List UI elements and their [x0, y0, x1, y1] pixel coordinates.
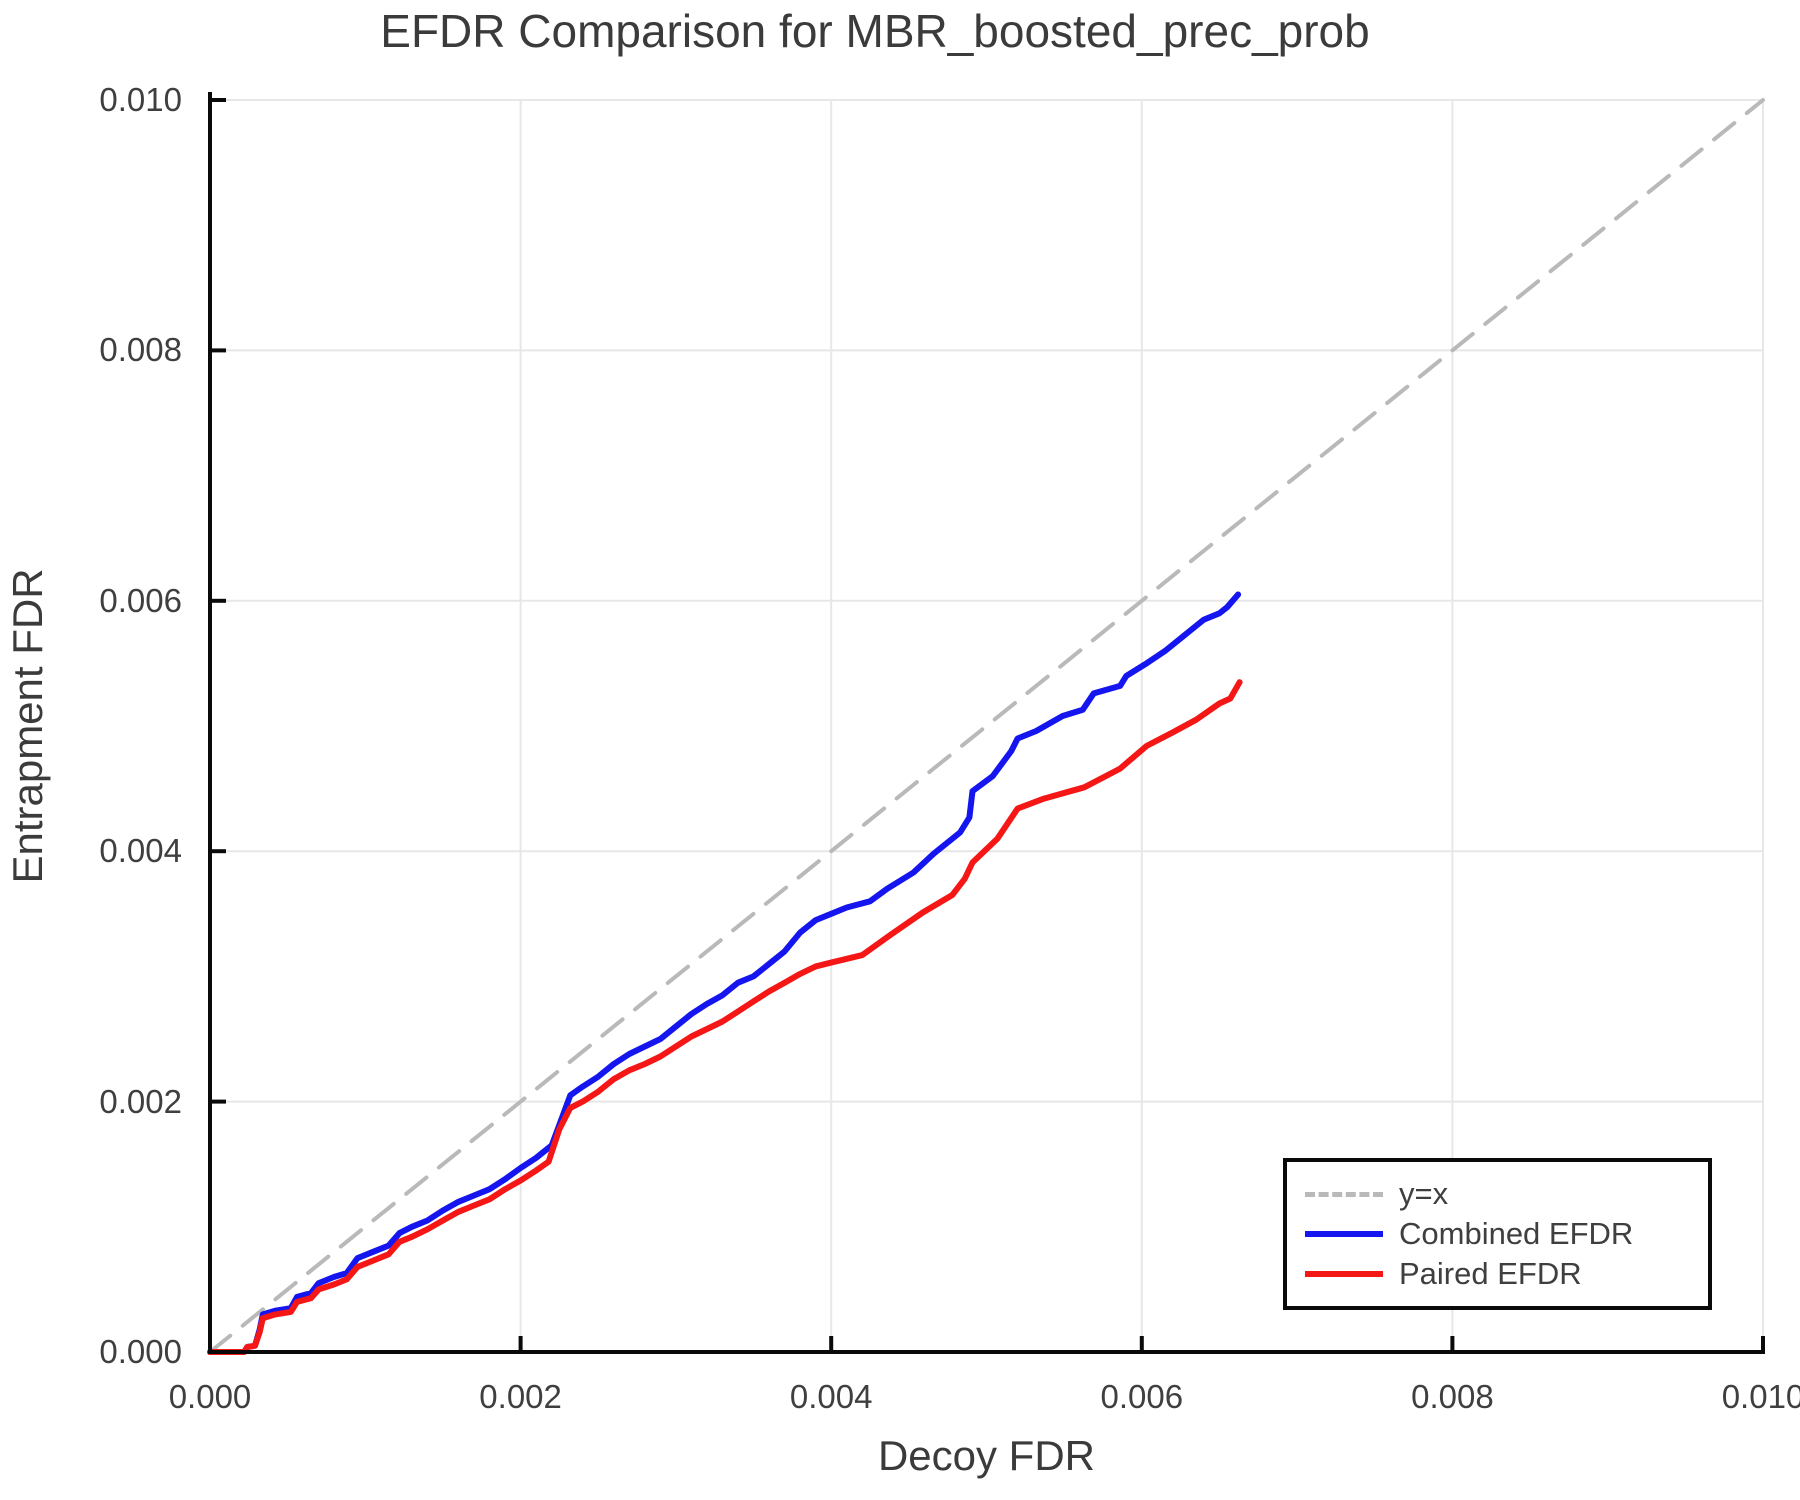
- x-tick-label: 0.008: [1411, 1378, 1494, 1415]
- series-line-paired-efdr: [207, 679, 1243, 1355]
- legend-line-sample: [1305, 1271, 1383, 1277]
- chart-title: EFDR Comparison for MBR_boosted_prec_pro…: [380, 5, 1370, 57]
- series-line-combined-efdr: [207, 591, 1242, 1355]
- legend-label: Paired EFDR: [1399, 1256, 1582, 1291]
- x-axis-label: Decoy FDR: [877, 1432, 1096, 1479]
- x-tick-label: 0.004: [789, 1378, 873, 1415]
- x-tick-label: 0.002: [479, 1378, 562, 1415]
- legend-entry: y=x: [1305, 1174, 1708, 1214]
- y-tick-label: 0.008: [99, 331, 182, 369]
- y-tick-label: 0.000: [99, 1333, 182, 1370]
- series-line-identity: [208, 98, 1765, 1354]
- legend-entry: Paired EFDR: [1305, 1254, 1708, 1294]
- y-tick-label: 0.010: [99, 81, 182, 118]
- legend: y=x Combined EFDR Paired EFDR: [1283, 1158, 1712, 1310]
- x-tick-label: 0.006: [1100, 1378, 1184, 1415]
- x-tick-label: 0.000: [168, 1378, 252, 1415]
- legend-entry: Combined EFDR: [1305, 1214, 1708, 1254]
- y-tick-label: 0.004: [99, 832, 182, 870]
- legend-line-sample: [1305, 1231, 1383, 1237]
- x-tick-label: 0.010: [1721, 1378, 1800, 1415]
- legend-line-sample: [1305, 1191, 1383, 1197]
- legend-label: y=x: [1399, 1176, 1449, 1211]
- y-tick-label: 0.006: [99, 581, 182, 619]
- legend-label: Combined EFDR: [1399, 1216, 1634, 1251]
- y-tick-label: 0.002: [99, 1082, 182, 1120]
